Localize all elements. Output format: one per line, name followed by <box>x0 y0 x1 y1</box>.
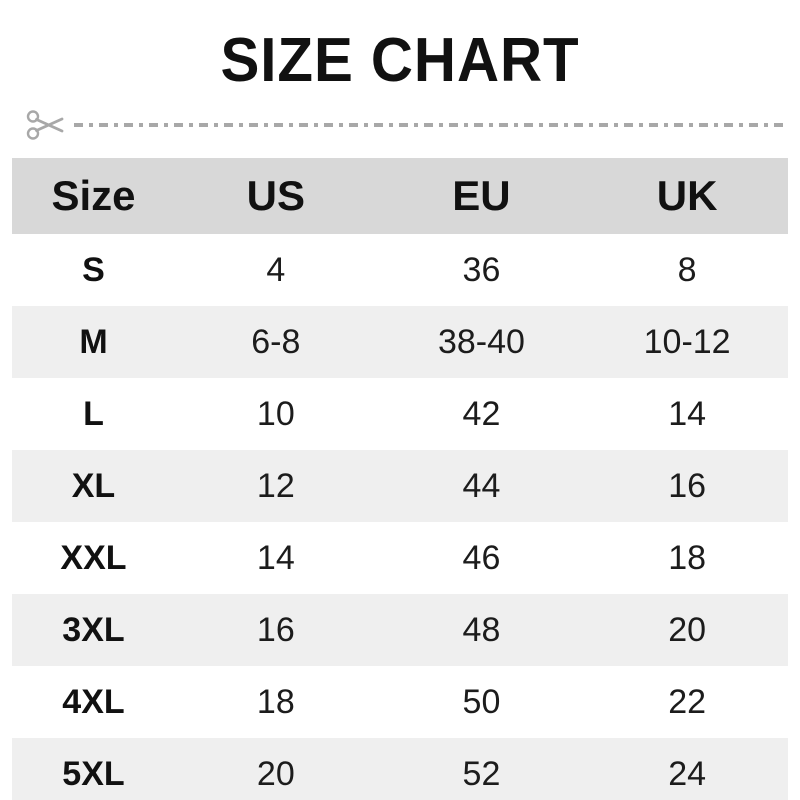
cell-us: 20 <box>256 754 295 793</box>
cell-eu: 46 <box>462 538 501 577</box>
table-row: XL 12 44 16 <box>12 450 788 522</box>
cell-eu: 38-40 <box>437 322 525 361</box>
cell-size: XL <box>71 466 116 505</box>
column-header-us: US <box>174 158 377 234</box>
cell-size: XXL <box>60 538 127 577</box>
column-header-eu: EU <box>376 158 587 234</box>
table-row: L 10 42 14 <box>12 378 788 450</box>
cell-uk: 20 <box>668 610 707 649</box>
cell-uk: 22 <box>668 682 707 721</box>
cell-uk: 8 <box>677 250 697 289</box>
table-row: S 4 36 8 <box>12 234 788 306</box>
dash-dot-line <box>74 123 788 127</box>
cell-eu: 42 <box>462 394 501 433</box>
column-header-size: Size <box>12 158 175 234</box>
cell-size: S <box>82 250 105 289</box>
table-row: 4XL 18 50 22 <box>12 666 788 738</box>
size-table-body: S 4 36 8 M 6-8 38-40 10-12 L 10 42 14 XL… <box>12 234 788 800</box>
cell-eu: 44 <box>462 466 501 505</box>
cell-size: 3XL <box>62 610 125 649</box>
table-row: XXL 14 46 18 <box>12 522 788 594</box>
cell-size: 5XL <box>62 754 125 793</box>
size-table-header: Size US EU UK <box>12 158 788 234</box>
cell-eu: 36 <box>462 250 501 289</box>
cell-us: 10 <box>256 394 295 433</box>
cell-size: M <box>79 322 108 361</box>
scissors-icon <box>26 110 64 140</box>
cell-uk: 18 <box>668 538 707 577</box>
page-title: SIZE CHART <box>220 26 580 95</box>
header-row: Size US EU UK <box>12 158 788 234</box>
cut-line <box>26 106 788 144</box>
table-row: 3XL 16 48 20 <box>12 594 788 666</box>
cell-eu: 50 <box>462 682 501 721</box>
size-table: Size US EU UK S 4 36 8 M 6-8 38-40 10-12… <box>12 158 788 800</box>
cell-uk: 24 <box>668 754 707 793</box>
cell-us: 18 <box>256 682 295 721</box>
table-row: M 6-8 38-40 10-12 <box>12 306 788 378</box>
cell-size: 4XL <box>62 682 125 721</box>
cell-uk: 14 <box>668 394 707 433</box>
cell-uk: 16 <box>668 466 707 505</box>
cell-uk: 10-12 <box>643 322 731 361</box>
column-header-uk: UK <box>586 158 788 234</box>
cell-us: 4 <box>266 250 286 289</box>
cell-us: 12 <box>256 466 295 505</box>
cell-eu: 48 <box>462 610 501 649</box>
cell-eu: 52 <box>462 754 501 793</box>
cell-size: L <box>83 394 104 433</box>
cell-us: 16 <box>256 610 295 649</box>
cell-us: 6-8 <box>251 322 301 361</box>
table-row: 5XL 20 52 24 <box>12 738 788 800</box>
cell-us: 14 <box>256 538 295 577</box>
